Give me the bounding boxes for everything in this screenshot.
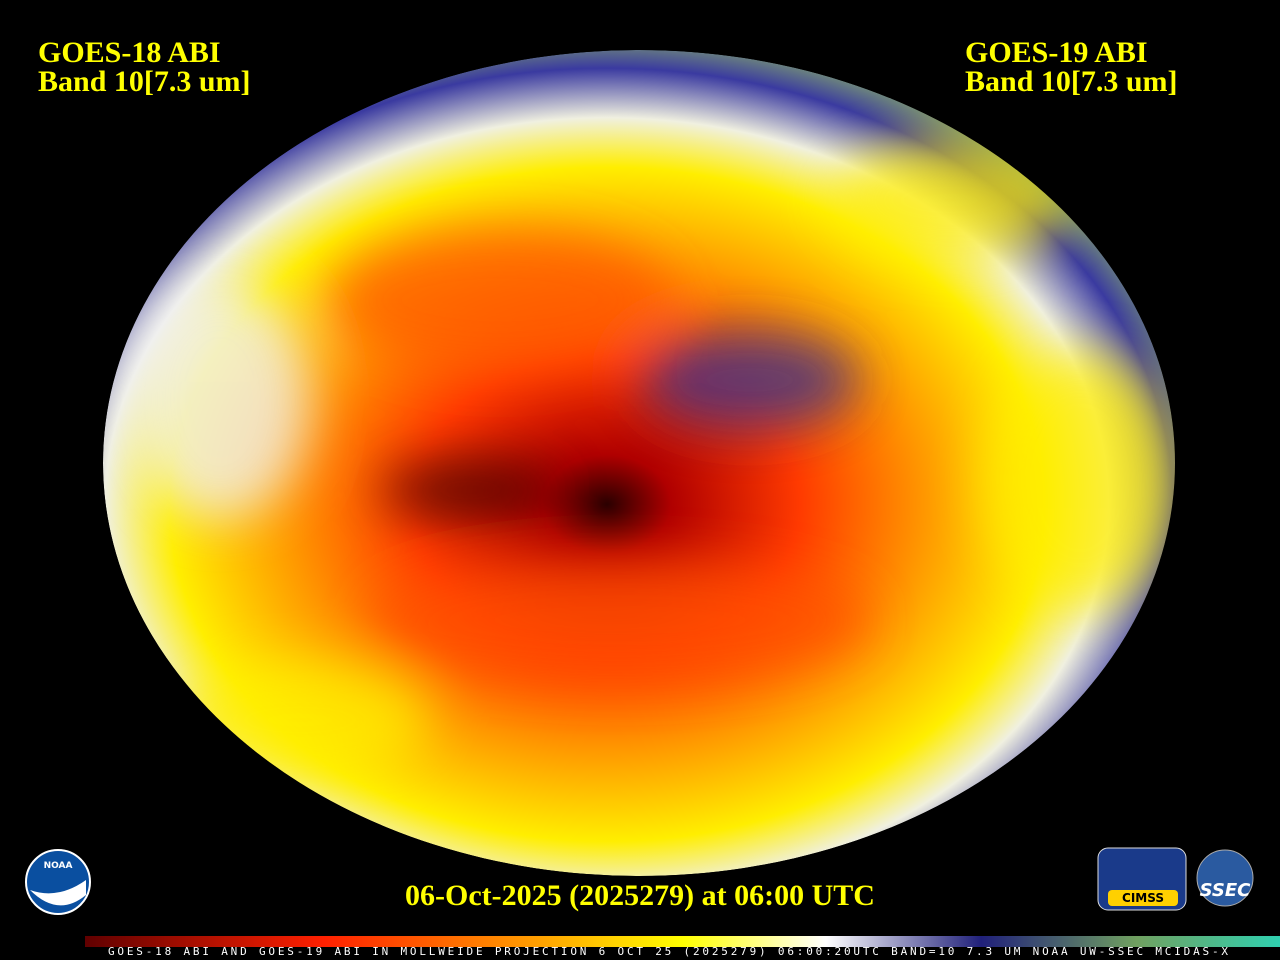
timestamp: 06-Oct-2025 (2025279) at 06:00 UTC bbox=[405, 879, 875, 912]
left-band: Band 10[7.3 um] bbox=[38, 65, 251, 98]
logo-text: CIMSS bbox=[1122, 891, 1164, 905]
right-satellite: GOES-19 ABI bbox=[965, 36, 1148, 69]
noaa-logo: NOAA bbox=[25, 849, 91, 915]
cimss-logo: CIMSS bbox=[1097, 847, 1187, 911]
right-band: Band 10[7.3 um] bbox=[965, 65, 1178, 98]
logo-text: SSEC bbox=[1200, 880, 1252, 901]
logo-text: NOAA bbox=[44, 861, 73, 871]
ssec-logo: SSEC bbox=[1196, 849, 1254, 907]
footer-caption: GOES-18 ABI AND GOES-19 ABI IN MOLLWEIDE… bbox=[108, 945, 1228, 958]
earth-disk bbox=[103, 50, 1175, 876]
color-bar bbox=[85, 936, 1280, 947]
left-satellite: GOES-18 ABI bbox=[38, 36, 221, 69]
